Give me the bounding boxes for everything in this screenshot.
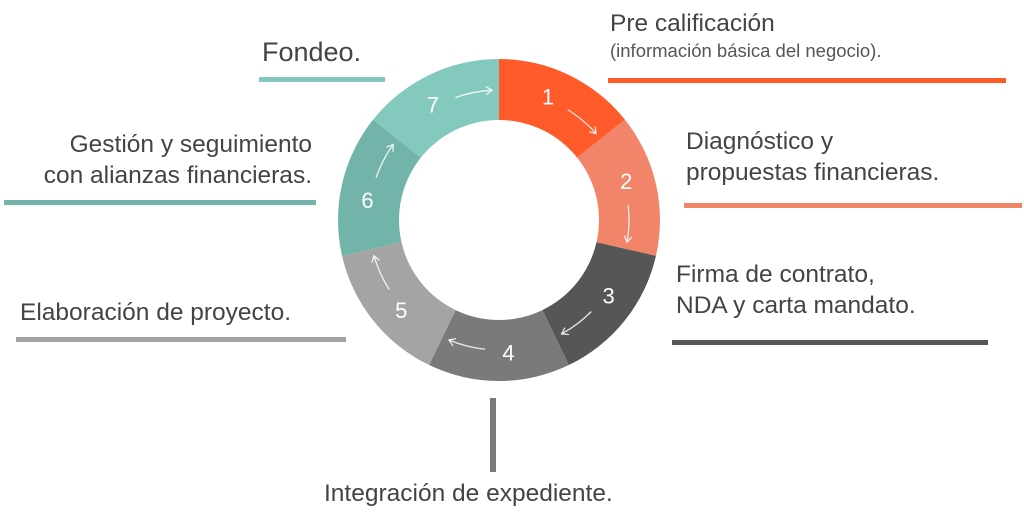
step-5-line-1: Elaboración de proyecto. [20,299,292,326]
step-7-label: Fondeo. [262,37,361,68]
step-4-line-1: Integración de expediente. [324,480,613,507]
step-2-line-2: propuestas financieras. [686,159,940,186]
step-7-line-1: Fondeo. [262,37,362,67]
cycle-arrowhead-4 [447,337,457,347]
step-2-underline [684,203,1022,208]
cycle-arrowhead-3 [560,327,569,336]
step-2-line-1: Diagnóstico y [686,128,834,155]
segment-5 [342,242,456,366]
segment-number-3: 3 [603,283,615,308]
segment-number-7: 7 [427,93,439,118]
step-4-connector [490,398,496,472]
cycle-arrowhead-5 [371,254,380,263]
step-3-line-1: Firma de contrato, [676,261,875,288]
segment-number-5: 5 [395,298,407,323]
step-2-label: Diagnóstico y propuestas financieras. [686,126,939,188]
cycle-arrowhead-7 [485,85,494,96]
step-3-label: Firma de contrato, NDA y carta mandato. [676,259,916,321]
step-6-underline [4,200,316,205]
segment-number-6: 6 [361,188,373,213]
step-6-label: Gestión y seguimiento con alianzas finan… [6,129,312,191]
cycle-arrowhead-6 [386,143,394,152]
step-1-subtitle: (información básica del negocio). [610,40,882,61]
step-6-line-2: con alianzas financieras. [43,162,312,189]
segment-7 [373,58,499,158]
step-5-underline [16,337,346,342]
segment-numbers: 1 2 3 4 5 6 7 [361,84,632,365]
step-7-underline [259,77,385,82]
step-3-line-2: NDA y carta mandato. [676,292,916,319]
step-5-label: Elaboración de proyecto. [20,297,291,328]
segment-number-2: 2 [620,169,632,194]
cycle-ring [338,58,661,382]
segment-4 [429,310,569,382]
segment-3 [542,242,656,366]
step-4-label: Integración de expediente. [324,478,613,509]
segment-number-4: 4 [502,341,514,366]
segment-6 [338,119,421,256]
step-3-underline [672,340,988,345]
segment-2 [577,119,661,256]
segment-number-1: 1 [542,84,554,109]
step-1-label: Pre calificación (información básica del… [610,8,881,63]
step-1-title: Pre calificación [610,10,775,37]
cycle-arrows [371,85,633,350]
cycle-arrowhead-2 [623,235,633,244]
cycle-arrowhead-1 [588,126,597,135]
step-6-line-1: Gestión y seguimiento [69,131,312,158]
step-1-underline [608,78,1006,83]
